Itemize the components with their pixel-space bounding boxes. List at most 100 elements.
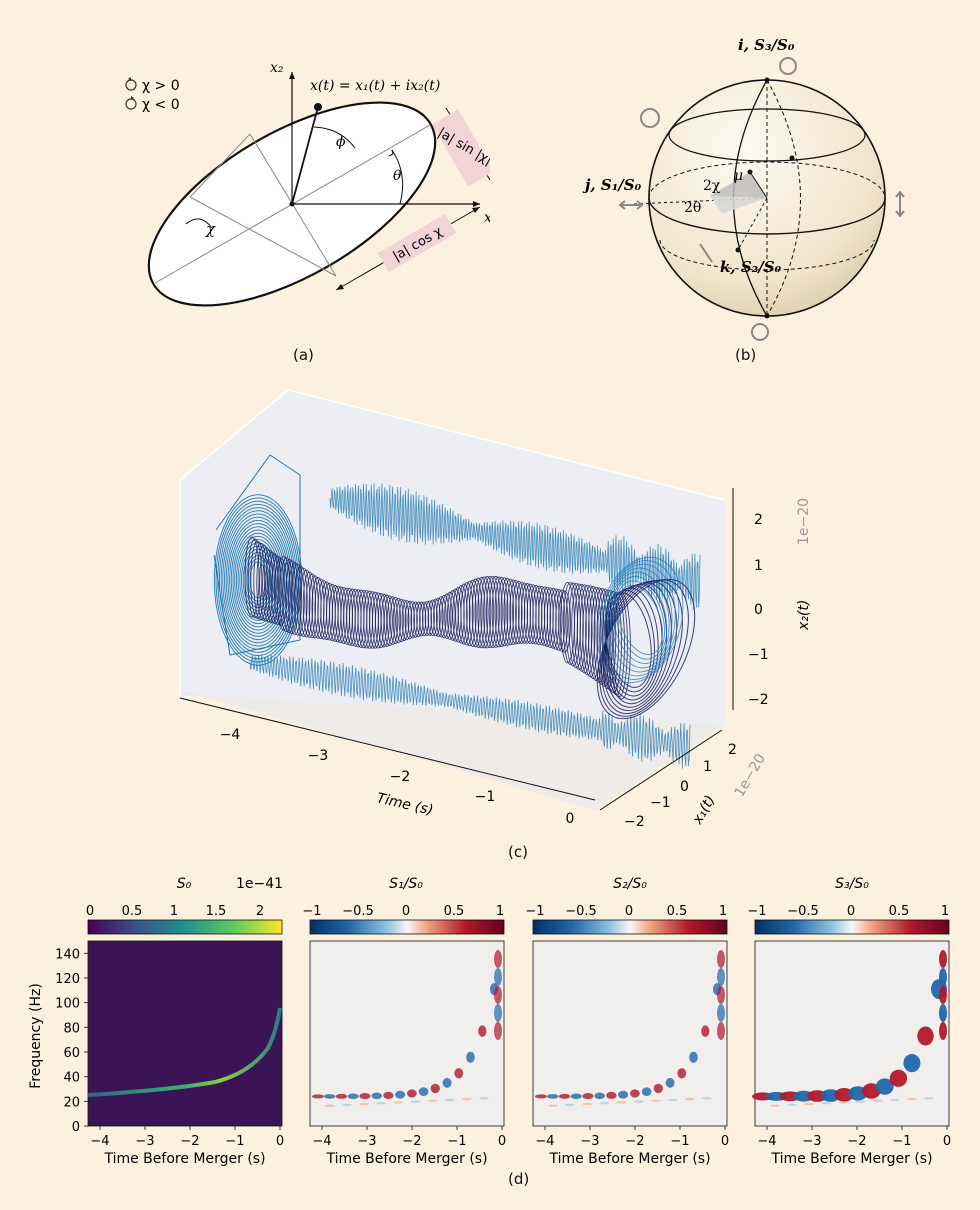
y-axis-ticks: 0 20 40 60 80 100 120 140	[55, 947, 88, 1135]
cb-tick: 1	[170, 904, 178, 919]
position-dot	[314, 103, 322, 111]
x-tick: −3	[580, 1134, 599, 1149]
x1-scale-label: 1e−20	[732, 751, 769, 800]
x-axis-label: Time Before Merger (s)	[325, 1151, 487, 1167]
x1-projection	[249, 654, 691, 769]
x1-axis-ticks: 2 1 0 −1 −2	[624, 742, 737, 830]
x2-scale-label: 1e−20	[796, 498, 812, 545]
x2-axis-label: x₂(t)	[796, 600, 812, 631]
cb-tick: −1	[747, 904, 766, 919]
x-tick: 0	[943, 1134, 951, 1149]
x1-tick: 1	[703, 759, 712, 775]
y-tick: 0	[72, 1120, 80, 1135]
subplot-s0: S₀ 1e−41 0 0.5 1 1.5 2	[86, 876, 283, 1127]
k-axis-label: k, S₂/S₀	[720, 258, 782, 276]
panel-b-label: (b)	[735, 346, 757, 364]
x2-tick: 0	[754, 602, 763, 618]
x2-tick: 2	[754, 512, 763, 528]
sin-dimension: |a| sin |χ|	[432, 107, 490, 187]
y-axis-label: Frequency (Hz)	[28, 983, 44, 1089]
mu-label: μ	[734, 168, 743, 184]
time-axis-label: Time (s)	[375, 790, 435, 818]
y-tick: 60	[63, 1046, 80, 1061]
colorbar-ticks: −1 −0.5 0 0.5 1	[525, 904, 727, 919]
panel-a-label: (a)	[293, 346, 314, 364]
cb-tick: −1	[525, 904, 544, 919]
phi-label: ϕ	[336, 134, 346, 150]
time-tick: −2	[390, 769, 411, 785]
x-tick: −2	[625, 1134, 644, 1149]
x1-tick: −2	[624, 814, 645, 830]
cb-tick: −0.5	[565, 904, 597, 919]
x-tick: −3	[802, 1134, 821, 1149]
y-tick: 20	[63, 1095, 80, 1110]
legend-chi-positive: χ > 0	[142, 78, 180, 94]
cb-tick: 0	[86, 904, 94, 919]
x1-axis-label: x₁(t)	[689, 793, 719, 828]
x-tick: −4	[90, 1134, 109, 1149]
x-tick: −4	[535, 1134, 554, 1149]
time-tick: −4	[220, 727, 241, 743]
cb-tick: 2	[256, 904, 264, 919]
x-tick: −3	[135, 1134, 154, 1149]
panel-d-label: (d)	[508, 1170, 530, 1188]
x-tick: −2	[180, 1134, 199, 1149]
spectrogram-plot	[87, 940, 283, 1127]
x-tick: −2	[402, 1134, 421, 1149]
cb-tick: 0.5	[444, 904, 465, 919]
x-tick: −1	[670, 1134, 689, 1149]
cb-tick: 1	[941, 904, 949, 919]
panel-c-3d-waveform: −4 −3 −2 −1 0 Time (s) 2 1 0 −1 −2 x₂(t)…	[179, 389, 812, 830]
y-tick: 120	[55, 972, 80, 987]
cb-tick: −0.5	[342, 904, 374, 919]
polarization-icons	[618, 57, 905, 341]
x2-axis-ticks: 2 1 0 −1 −2	[748, 512, 769, 708]
x1-tick: 2	[728, 742, 737, 758]
x-tick: 0	[276, 1134, 284, 1149]
x1-tick: 0	[680, 779, 689, 795]
colorbar	[309, 919, 505, 935]
x1-tick: −1	[650, 795, 671, 811]
subplot-title: S₂/S₀	[613, 876, 647, 892]
chi-legend: χ > 0 χ < 0	[125, 77, 180, 113]
time-tick: −3	[308, 748, 329, 764]
panel-a-ellipse-diagram: χ > 0 χ < 0 x₁ x₂ x(t) = x₁(t) + ix₂(t) …	[125, 60, 490, 307]
position-vector	[291, 106, 319, 205]
x-tick: −1	[447, 1134, 466, 1149]
cb-tick: 0	[402, 904, 410, 919]
cb-tick: 1	[496, 904, 504, 919]
cb-tick: 1	[719, 904, 727, 919]
x2-tick: 1	[754, 558, 763, 574]
cb-tick: 1.5	[206, 904, 227, 919]
i-axis-label: i, S₃/S₀	[738, 36, 795, 54]
cb-tick: 0	[847, 904, 855, 919]
two-chi-label: 2χ	[703, 178, 721, 194]
colorbar-ticks: −1 −0.5 0 0.5 1	[302, 904, 504, 919]
subplot-s1: S₁/S₀ −1 −0.5 0 0.5 1	[302, 876, 505, 1127]
colorbar	[87, 919, 283, 935]
cb-tick: −1	[302, 904, 321, 919]
colorbar-ticks: −1 −0.5 0 0.5 1	[747, 904, 949, 919]
x-axis-label: Time Before Merger (s)	[548, 1151, 710, 1167]
cb-tick: 0.5	[122, 904, 143, 919]
x2-axis-label: x₂	[270, 60, 284, 76]
colorbar-ticks: 0 0.5 1 1.5 2	[86, 904, 264, 919]
colorbar	[532, 919, 728, 935]
x-tick: −2	[847, 1134, 866, 1149]
time-tick: 0	[566, 811, 575, 827]
x-tick: 0	[498, 1134, 506, 1149]
time-tick: −1	[475, 789, 496, 805]
legend-chi-negative: χ < 0	[142, 97, 180, 113]
time-axis-ticks: −4 −3 −2 −1 0	[220, 727, 575, 827]
panel-c-label: (c)	[508, 843, 528, 861]
y-tick: 100	[55, 997, 80, 1012]
xy-projection-right	[596, 556, 684, 684]
x2-projection	[329, 483, 701, 611]
cb-tick: −0.5	[787, 904, 819, 919]
y-tick: 40	[63, 1071, 80, 1086]
subplot-title: S₀	[177, 876, 192, 892]
two-theta-label: 2θ	[684, 200, 701, 216]
x-axis-label: Time Before Merger (s)	[103, 1151, 265, 1167]
colorbar	[754, 919, 950, 935]
x2-tick: −2	[748, 692, 769, 708]
